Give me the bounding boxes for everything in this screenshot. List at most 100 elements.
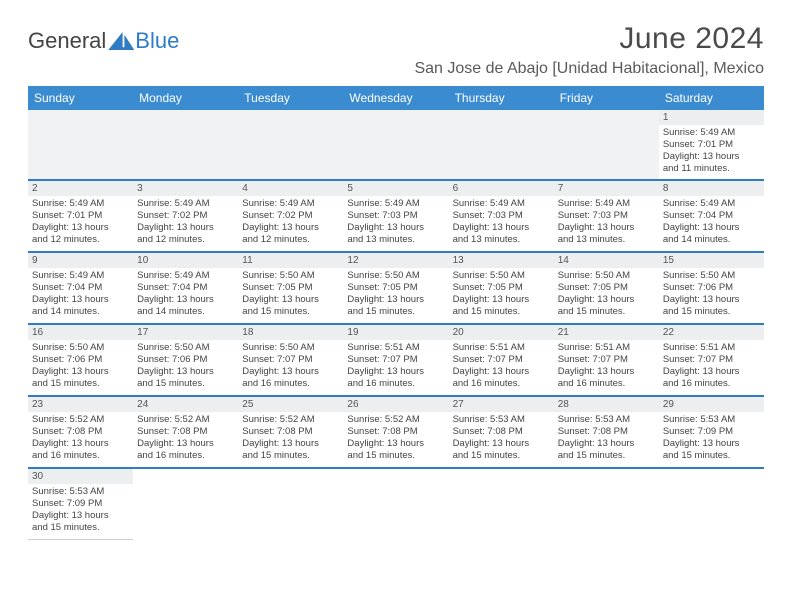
day-line-sr: Sunrise: 5:52 AM (242, 414, 339, 426)
calendar-cell: 23Sunrise: 5:52 AMSunset: 7:08 PMDayligh… (28, 396, 133, 468)
logo-text-blue: Blue (135, 28, 179, 54)
day-line-sr: Sunrise: 5:49 AM (32, 270, 129, 282)
day-line-ss: Sunset: 7:08 PM (453, 426, 550, 438)
day-number: 19 (343, 325, 448, 340)
day-number: 1 (659, 110, 764, 125)
calendar-cell (343, 468, 448, 540)
day-number: 29 (659, 397, 764, 412)
calendar-cell: 17Sunrise: 5:50 AMSunset: 7:06 PMDayligh… (133, 324, 238, 396)
calendar-cell (133, 110, 238, 180)
day-number: 12 (343, 253, 448, 268)
day-line-ss: Sunset: 7:09 PM (32, 498, 129, 510)
day-line-sr: Sunrise: 5:49 AM (242, 198, 339, 210)
brand-logo: General Blue (28, 22, 179, 54)
logo-text-general: General (28, 28, 106, 54)
day-line-sr: Sunrise: 5:50 AM (242, 270, 339, 282)
day-line-ss: Sunset: 7:08 PM (137, 426, 234, 438)
day-line-d2: and 15 minutes. (558, 450, 655, 462)
dow-header: Sunday (28, 86, 133, 110)
day-line-d2: and 16 minutes. (453, 378, 550, 390)
calendar-week: 1Sunrise: 5:49 AMSunset: 7:01 PMDaylight… (28, 110, 764, 180)
day-details: Sunrise: 5:53 AMSunset: 7:09 PMDaylight:… (28, 484, 133, 538)
day-details: Sunrise: 5:52 AMSunset: 7:08 PMDaylight:… (133, 412, 238, 466)
day-line-d1: Daylight: 13 hours (242, 294, 339, 306)
day-line-d2: and 12 minutes. (242, 234, 339, 246)
day-number: 3 (133, 181, 238, 196)
day-line-ss: Sunset: 7:09 PM (663, 426, 760, 438)
day-line-d1: Daylight: 13 hours (242, 366, 339, 378)
calendar-cell (449, 110, 554, 180)
sail-icon (108, 32, 134, 50)
calendar-cell: 13Sunrise: 5:50 AMSunset: 7:05 PMDayligh… (449, 252, 554, 324)
day-line-d1: Daylight: 13 hours (32, 294, 129, 306)
calendar-cell: 30Sunrise: 5:53 AMSunset: 7:09 PMDayligh… (28, 468, 133, 540)
day-line-ss: Sunset: 7:07 PM (453, 354, 550, 366)
day-line-sr: Sunrise: 5:49 AM (453, 198, 550, 210)
day-number: 2 (28, 181, 133, 196)
calendar-cell: 24Sunrise: 5:52 AMSunset: 7:08 PMDayligh… (133, 396, 238, 468)
day-details: Sunrise: 5:49 AMSunset: 7:02 PMDaylight:… (133, 196, 238, 250)
location-subtitle: San Jose de Abajo [Unidad Habitacional],… (414, 60, 764, 78)
day-line-sr: Sunrise: 5:50 AM (242, 342, 339, 354)
day-line-d1: Daylight: 13 hours (32, 222, 129, 234)
day-line-sr: Sunrise: 5:53 AM (663, 414, 760, 426)
day-line-sr: Sunrise: 5:49 AM (558, 198, 655, 210)
day-line-sr: Sunrise: 5:51 AM (347, 342, 444, 354)
calendar-week: 16Sunrise: 5:50 AMSunset: 7:06 PMDayligh… (28, 324, 764, 396)
day-line-d2: and 15 minutes. (453, 450, 550, 462)
dow-header: Monday (133, 86, 238, 110)
day-details: Sunrise: 5:49 AMSunset: 7:04 PMDaylight:… (28, 268, 133, 322)
calendar-cell: 11Sunrise: 5:50 AMSunset: 7:05 PMDayligh… (238, 252, 343, 324)
month-title: June 2024 (414, 22, 764, 56)
calendar-cell: 2Sunrise: 5:49 AMSunset: 7:01 PMDaylight… (28, 180, 133, 252)
day-line-d2: and 14 minutes. (137, 306, 234, 318)
day-line-ss: Sunset: 7:08 PM (242, 426, 339, 438)
day-line-d2: and 13 minutes. (453, 234, 550, 246)
day-line-sr: Sunrise: 5:53 AM (453, 414, 550, 426)
dow-header: Thursday (449, 86, 554, 110)
day-line-d2: and 15 minutes. (32, 522, 129, 534)
day-line-d1: Daylight: 13 hours (558, 366, 655, 378)
day-details: Sunrise: 5:49 AMSunset: 7:01 PMDaylight:… (659, 125, 764, 179)
day-line-d2: and 15 minutes. (558, 306, 655, 318)
day-details: Sunrise: 5:49 AMSunset: 7:03 PMDaylight:… (554, 196, 659, 250)
calendar-cell (554, 110, 659, 180)
calendar-cell: 27Sunrise: 5:53 AMSunset: 7:08 PMDayligh… (449, 396, 554, 468)
day-line-ss: Sunset: 7:05 PM (347, 282, 444, 294)
calendar-week: 9Sunrise: 5:49 AMSunset: 7:04 PMDaylight… (28, 252, 764, 324)
day-line-ss: Sunset: 7:05 PM (558, 282, 655, 294)
day-details: Sunrise: 5:51 AMSunset: 7:07 PMDaylight:… (343, 340, 448, 394)
calendar-table: SundayMondayTuesdayWednesdayThursdayFrid… (28, 86, 764, 540)
day-line-ss: Sunset: 7:01 PM (663, 139, 760, 151)
calendar-cell: 4Sunrise: 5:49 AMSunset: 7:02 PMDaylight… (238, 180, 343, 252)
day-number: 28 (554, 397, 659, 412)
day-line-d2: and 15 minutes. (663, 306, 760, 318)
day-details: Sunrise: 5:50 AMSunset: 7:06 PMDaylight:… (659, 268, 764, 322)
day-line-d1: Daylight: 13 hours (242, 438, 339, 450)
day-line-d2: and 15 minutes. (663, 450, 760, 462)
calendar-cell: 26Sunrise: 5:52 AMSunset: 7:08 PMDayligh… (343, 396, 448, 468)
day-line-sr: Sunrise: 5:52 AM (32, 414, 129, 426)
day-details: Sunrise: 5:49 AMSunset: 7:01 PMDaylight:… (28, 196, 133, 250)
day-details: Sunrise: 5:50 AMSunset: 7:05 PMDaylight:… (449, 268, 554, 322)
day-line-ss: Sunset: 7:08 PM (347, 426, 444, 438)
day-line-d1: Daylight: 13 hours (453, 294, 550, 306)
day-line-d2: and 16 minutes. (32, 450, 129, 462)
day-line-d2: and 15 minutes. (453, 306, 550, 318)
day-details: Sunrise: 5:49 AMSunset: 7:02 PMDaylight:… (238, 196, 343, 250)
day-line-ss: Sunset: 7:05 PM (453, 282, 550, 294)
day-line-ss: Sunset: 7:02 PM (242, 210, 339, 222)
calendar-body: 1Sunrise: 5:49 AMSunset: 7:01 PMDaylight… (28, 110, 764, 540)
calendar-cell: 7Sunrise: 5:49 AMSunset: 7:03 PMDaylight… (554, 180, 659, 252)
calendar-head: SundayMondayTuesdayWednesdayThursdayFrid… (28, 86, 764, 110)
day-line-ss: Sunset: 7:02 PM (137, 210, 234, 222)
day-line-d1: Daylight: 13 hours (347, 222, 444, 234)
day-line-ss: Sunset: 7:07 PM (242, 354, 339, 366)
day-details: Sunrise: 5:52 AMSunset: 7:08 PMDaylight:… (343, 412, 448, 466)
day-number: 26 (343, 397, 448, 412)
calendar-cell: 6Sunrise: 5:49 AMSunset: 7:03 PMDaylight… (449, 180, 554, 252)
day-line-d1: Daylight: 13 hours (242, 222, 339, 234)
day-number: 16 (28, 325, 133, 340)
day-line-ss: Sunset: 7:03 PM (453, 210, 550, 222)
calendar-cell: 10Sunrise: 5:49 AMSunset: 7:04 PMDayligh… (133, 252, 238, 324)
